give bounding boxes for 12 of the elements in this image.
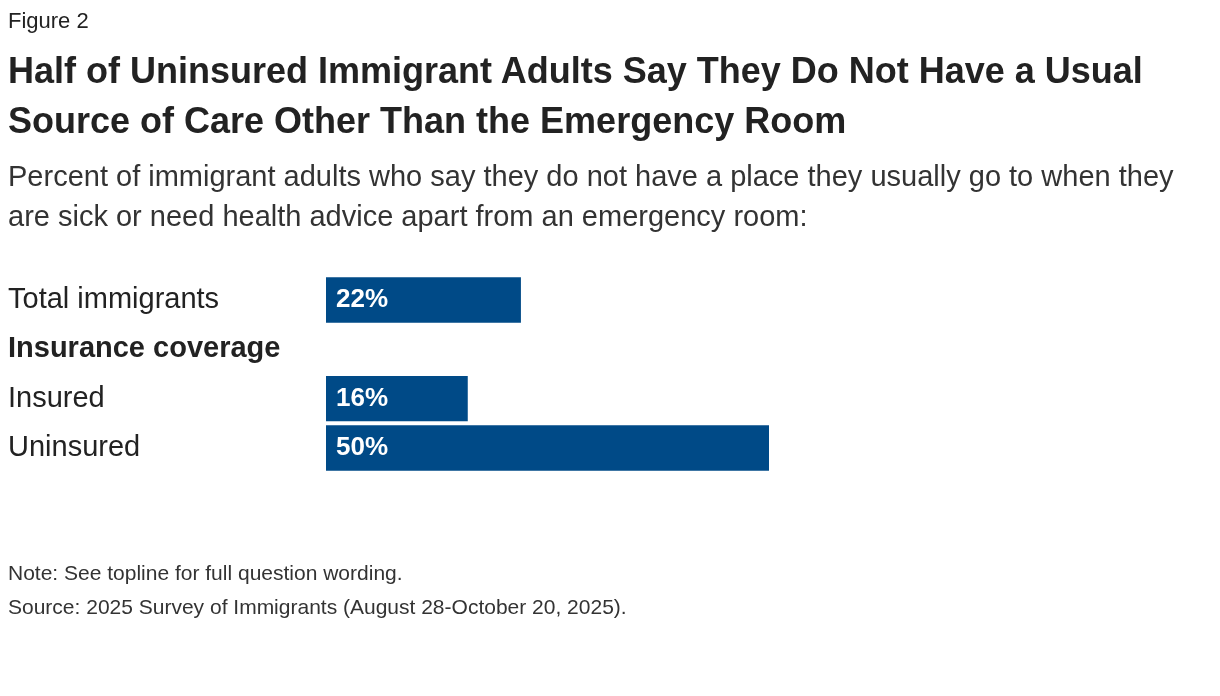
chart-subtitle: Percent of immigrant adults who say they do not have a place they usually go to when they are sick or need health advice apart from an emergency room: [8,159,1175,234]
source-note: Source: 2025 Survey of Immigrants (August 28-October 20, 2025). [8,594,628,620]
chart-title: Half of Uninsured Immigrant Adults Say They Do Not Have a Usual Source of Care Other Than the Emergency Room [8,49,1144,143]
y-tick-label: Uninsured [8,429,141,462]
data-label: 50% [336,431,389,462]
y-tick-label: Total immigrants [8,282,220,315]
data-label: 16% [336,381,389,412]
y-tick-label: Insurance coverage [8,331,281,364]
caption: Figure 2 [8,8,90,34]
data-label: 22% [336,283,389,314]
y-tick-label: Insured [8,380,105,413]
text: Note: See topline for full question wording. [8,560,404,586]
